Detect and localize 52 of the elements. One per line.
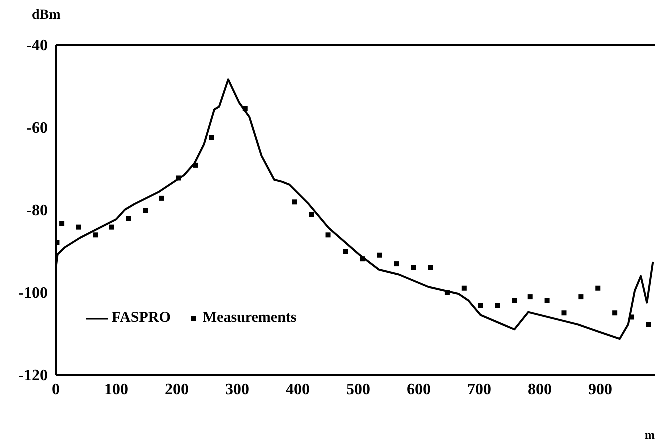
point	[528, 294, 533, 300]
point	[360, 256, 366, 262]
point	[93, 232, 98, 238]
x-tick-label: 300	[226, 381, 250, 398]
x-tick-label: 900	[588, 381, 613, 398]
point	[176, 176, 182, 181]
point	[343, 249, 348, 254]
point	[462, 286, 467, 291]
legend-label: Measurements	[202, 310, 297, 327]
point	[143, 208, 148, 214]
point	[309, 212, 314, 218]
x-tick-label: 800	[528, 381, 552, 398]
y-tick-label: -120	[18, 368, 48, 385]
point	[444, 290, 450, 296]
legend-label: FASPRO	[111, 310, 171, 327]
y-axis-title: dBm	[32, 8, 61, 24]
point	[209, 135, 214, 140]
point	[630, 314, 635, 320]
x-tick-label: 0	[52, 381, 60, 398]
point	[242, 106, 248, 112]
point	[76, 224, 82, 230]
point	[512, 298, 518, 304]
point	[646, 322, 652, 328]
x-axis-title: m	[645, 428, 655, 443]
point	[411, 265, 416, 270]
y-tick-label: -60	[26, 120, 48, 138]
x-tick-label: 200	[165, 381, 190, 398]
point	[394, 262, 400, 267]
point	[428, 265, 434, 270]
point	[126, 216, 132, 222]
x-tick-label: 400	[286, 381, 310, 398]
point	[377, 252, 382, 258]
point	[193, 162, 198, 168]
point	[578, 294, 584, 300]
x-tick-label: 500	[346, 381, 371, 398]
point	[544, 298, 550, 304]
point	[292, 200, 298, 205]
y-tick-label: -80	[26, 202, 48, 220]
point	[596, 286, 601, 291]
point	[612, 310, 618, 316]
point	[562, 310, 567, 316]
x-tick-label: 600	[407, 381, 432, 398]
point	[159, 196, 164, 201]
y-tick-label: -40	[26, 38, 48, 55]
point	[495, 303, 500, 308]
x-tick-label: 100	[104, 381, 129, 398]
point	[109, 224, 114, 230]
point	[326, 232, 331, 238]
x-tick-label: 700	[468, 381, 492, 398]
point	[60, 221, 65, 226]
y-tick-label: -100	[18, 285, 48, 302]
point	[478, 303, 484, 308]
